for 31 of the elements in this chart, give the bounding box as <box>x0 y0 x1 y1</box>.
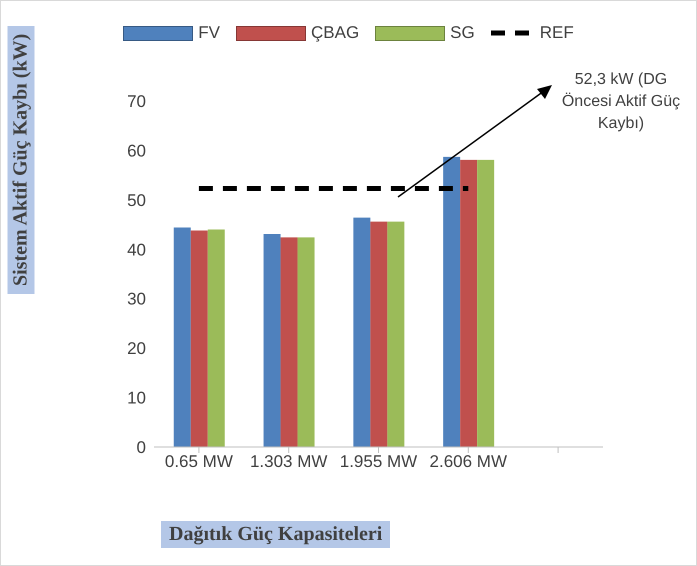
bar <box>477 160 494 447</box>
bar <box>353 218 370 447</box>
bar <box>298 237 315 447</box>
y-tick-label: 60 <box>127 141 146 160</box>
y-tick-label: 50 <box>127 190 146 210</box>
bar <box>460 160 478 447</box>
legend-label: FV <box>198 23 220 43</box>
legend-label: REF <box>540 23 574 43</box>
bar <box>208 230 225 447</box>
y-tick-label: 20 <box>127 339 146 358</box>
legend-label: ÇBAG <box>310 23 360 43</box>
x-tick-label: 2.606 MW <box>430 452 508 472</box>
bar <box>174 228 191 447</box>
bar <box>387 222 404 447</box>
bar <box>280 237 298 447</box>
y-tick-label: 0 <box>136 438 146 458</box>
legend-label: SG <box>450 23 475 43</box>
x-tick-label: 1.303 MW <box>250 452 328 472</box>
annotation: 52,3 kW (DG Öncesi Aktif Güç Kaybı) <box>560 70 682 134</box>
bar <box>264 234 281 447</box>
x-tick-label: 1.955 MW <box>340 452 418 472</box>
y-tick-label: 10 <box>127 388 146 408</box>
bar <box>370 222 388 447</box>
y-tick-label: 40 <box>127 240 146 260</box>
y-tick-label: 30 <box>127 290 146 309</box>
bar <box>190 230 208 447</box>
x-axis-title: Dağıtık Güç Kapasiteleri <box>161 521 390 548</box>
y-tick-label: 70 <box>127 92 146 112</box>
x-tick-label: 0.65 MW <box>164 452 233 472</box>
y-axis-title: Sistem Aktif Güç Kaybı (kW) <box>8 26 34 294</box>
bar <box>443 156 460 447</box>
